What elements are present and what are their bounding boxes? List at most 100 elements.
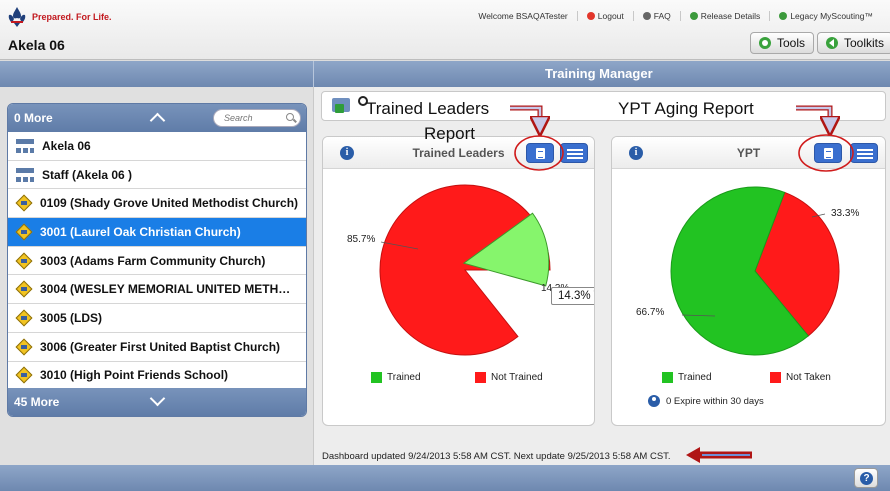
check-icon (689, 12, 698, 20)
list-item-label: 0109 (Shady Grove United Methodist Churc… (40, 196, 299, 211)
pie-leader-line (811, 213, 826, 218)
list-item[interactable]: 3006 (Greater First United Baptist Churc… (8, 333, 306, 362)
legacy-myscouting-link[interactable]: Legacy MyScouting™ (769, 11, 882, 21)
unit-list: Akela 06 Staff (Akela 06 ) 0109 (Shady Gro… (8, 132, 306, 391)
annotation-trained-leaders-line1: Trained Leaders (366, 99, 490, 118)
check-icon (779, 12, 788, 20)
list-item[interactable]: Akela 06 (8, 132, 306, 161)
expire-notice: 0 Expire within 30 days (648, 395, 764, 407)
list-item-label: 3006 (Greater First United Baptist Churc… (40, 339, 281, 354)
list-item[interactable]: 3003 (Adams Farm Community Church) (8, 247, 306, 276)
legend-swatch (662, 372, 673, 383)
info-icon[interactable]: i (340, 146, 354, 160)
trained-leaders-pie (379, 184, 551, 356)
logo[interactable]: Prepared. For Life. (6, 6, 112, 28)
search-box (213, 109, 301, 127)
unit-list-panel: 0 More Akela 06 Staff (Akela 06 ) 0109 (Sh… (7, 103, 307, 417)
pie-label-trained: 66.7% (636, 307, 665, 318)
strip-divider (313, 61, 314, 87)
welcome-text: Welcome BSAQATester (478, 11, 568, 21)
more-top-count: 0 More (14, 111, 53, 125)
toolkits-button[interactable]: Toolkits (817, 32, 890, 54)
logout-link[interactable]: Logout (576, 11, 633, 21)
report-view-button[interactable] (814, 143, 842, 163)
chart-tooltip: 14.3% Trained (1) (551, 287, 594, 305)
legend-swatch (371, 372, 382, 383)
unit-badge-icon (15, 309, 33, 327)
unit-badge-icon (15, 223, 33, 241)
tagline: Prepared. For Life. (32, 12, 112, 22)
search-input[interactable] (214, 110, 284, 126)
legend-swatch (475, 372, 486, 383)
back-arrow-icon (826, 37, 838, 49)
sidebar: 0 More Akela 06 Staff (Akela 06 ) 0109 (Sh… (0, 87, 314, 465)
chevron-down-icon[interactable] (149, 390, 166, 407)
annotation-ypt-aging: YPT Aging Report (618, 99, 754, 118)
pie-slice-trained[interactable] (462, 212, 550, 287)
power-icon (586, 12, 595, 20)
page-title: Akela 06 (8, 37, 65, 53)
section-title: Training Manager (545, 66, 653, 81)
unit-badge-icon (15, 366, 33, 384)
list-item[interactable]: 3010 (High Point Friends School) (8, 362, 306, 391)
card-header: i YPT (612, 137, 885, 169)
more-bottom-count: 45 More (14, 395, 60, 409)
release-details-link[interactable]: Release Details (679, 11, 770, 21)
unit-badge-icon (15, 252, 33, 270)
list-item-label: Akela 06 (42, 138, 91, 153)
report-view-button[interactable] (526, 143, 554, 163)
list-item-label: 3005 (LDS) (40, 310, 103, 325)
list-item-label: 3010 (High Point Friends School) (40, 368, 229, 383)
dashboard-updated-text: Dashboard updated 9/24/2013 5:58 AM CST.… (322, 451, 671, 462)
unit-badge-icon (15, 194, 33, 212)
pie-slice-not-trained[interactable] (379, 184, 551, 356)
list-item[interactable]: 3004 (WESLEY MEMORIAL UNITED METH… (8, 275, 306, 305)
help-button[interactable]: ? (854, 468, 878, 488)
info-icon[interactable]: i (629, 146, 643, 160)
list-view-button[interactable] (850, 143, 878, 163)
legend-swatch (770, 372, 781, 383)
fleur-de-lis-icon (6, 6, 28, 28)
list-item-label: 3003 (Adams Farm Community Church) (40, 253, 266, 268)
legend-not-trained: Not Trained (475, 372, 543, 383)
faq-link[interactable]: FAQ (632, 11, 680, 21)
legend-trained: Trained (371, 372, 421, 383)
dashboard-toolbar (321, 91, 886, 121)
ypt-card: i YPT 33.3% 66.7% Trained Not Taken 0 Ex… (611, 136, 886, 426)
tools-button[interactable]: Tools (750, 32, 815, 54)
unit-badge-icon (15, 280, 33, 298)
list-footer: 45 More (8, 388, 306, 416)
pie-label-not-taken: 33.3% (831, 208, 860, 219)
search-icon[interactable] (286, 113, 294, 121)
chevron-up-icon[interactable] (149, 112, 166, 129)
search-icon[interactable] (358, 96, 368, 106)
tools-icon (759, 37, 771, 49)
org-chart-icon (16, 138, 34, 153)
add-org-icon[interactable] (332, 98, 350, 113)
top-nav: Welcome BSAQATester Logout FAQ Release D… (469, 11, 882, 21)
top-bar: Prepared. For Life. Akela 06 Welcome BSA… (0, 0, 890, 60)
pie-label-not-trained: 85.7% (347, 234, 376, 245)
list-item-label: 3001 (Laurel Oak Christian Church) (40, 224, 241, 239)
list-view-button[interactable] (560, 143, 588, 163)
list-item[interactable]: 3005 (LDS) (8, 304, 306, 333)
list-item-label: 3004 (WESLEY MEMORIAL UNITED METH… (40, 282, 291, 297)
footer-bar: ? (0, 465, 890, 491)
list-item[interactable]: Staff (Akela 06 ) (8, 161, 306, 190)
help-icon: ? (860, 472, 873, 485)
question-icon (642, 12, 651, 20)
pie-leader-line (681, 314, 716, 317)
legend-not-taken: Not Taken (770, 372, 831, 383)
list-item[interactable]: 0109 (Shady Grove United Methodist Churc… (8, 189, 306, 219)
legend-trained: Trained (662, 372, 712, 383)
pie-slice-trained[interactable] (670, 186, 810, 356)
ypt-pie (670, 186, 840, 356)
org-chart-icon (16, 167, 34, 182)
pie-slice-not-taken[interactable] (754, 191, 840, 337)
list-header: 0 More (8, 104, 306, 132)
list-item[interactable]: 3001 (Laurel Oak Christian Church) (8, 218, 306, 247)
pie-leader-line (380, 241, 419, 250)
person-icon (648, 395, 660, 407)
card-title: Trained Leaders (412, 146, 505, 160)
unit-badge-icon (15, 338, 33, 356)
